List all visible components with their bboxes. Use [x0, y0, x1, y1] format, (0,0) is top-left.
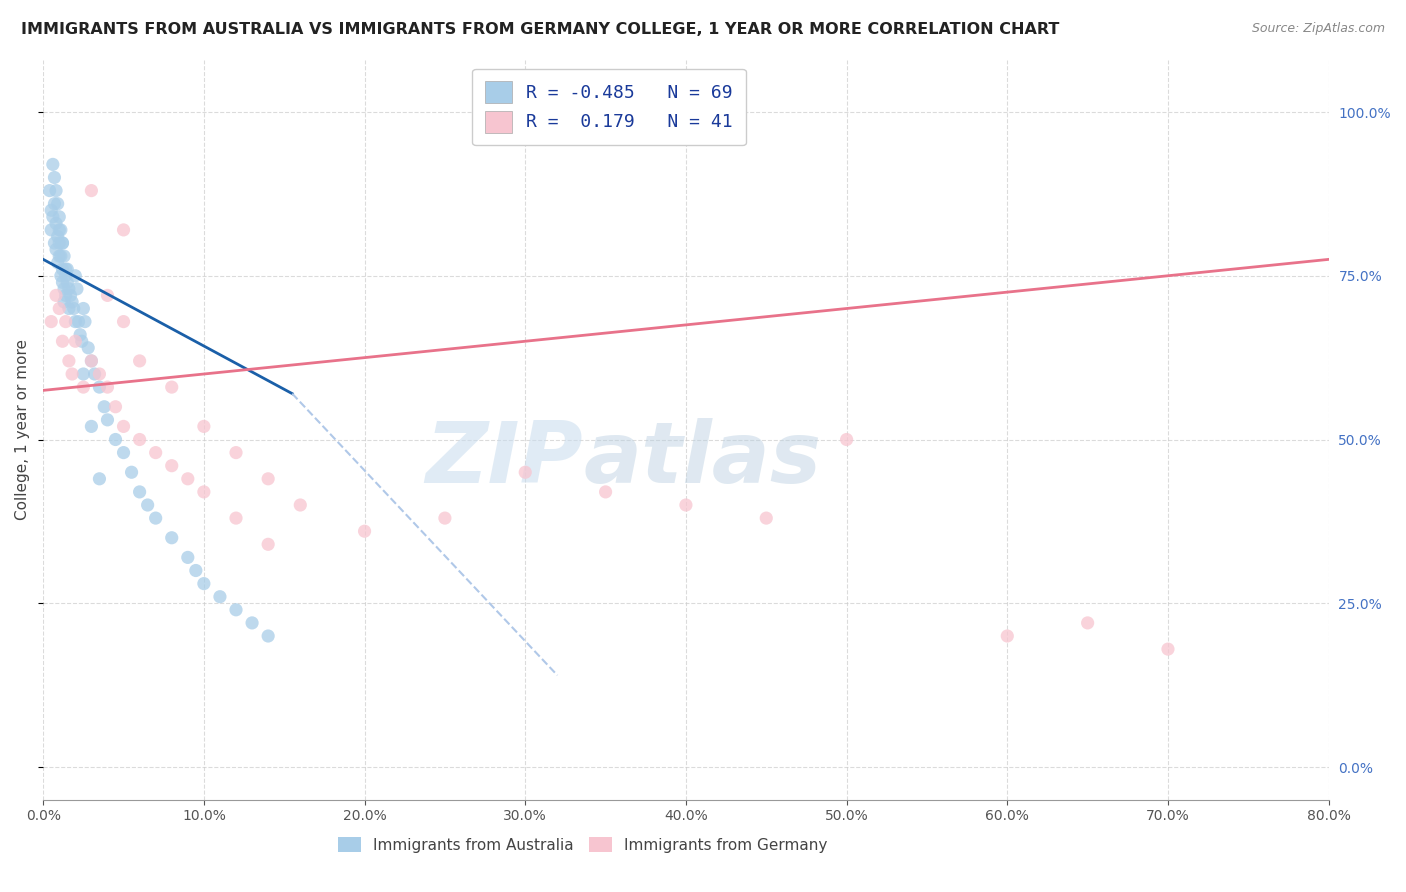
- Point: [121, 465, 143, 479]
- Point: [515, 465, 537, 479]
- Point: [48, 235, 70, 250]
- Point: [59, 288, 82, 302]
- Point: [44, 196, 66, 211]
- Point: [58, 282, 80, 296]
- Point: [72, 301, 94, 316]
- Point: [60, 367, 83, 381]
- Point: [112, 315, 135, 329]
- Point: [58, 301, 80, 316]
- Point: [128, 354, 150, 368]
- Text: atlas: atlas: [583, 417, 821, 500]
- Point: [51, 275, 73, 289]
- Point: [73, 315, 96, 329]
- Point: [60, 295, 83, 310]
- Point: [65, 268, 87, 283]
- Point: [46, 229, 69, 244]
- Point: [48, 301, 70, 316]
- Point: [72, 367, 94, 381]
- Point: [89, 472, 111, 486]
- Point: [62, 301, 84, 316]
- Point: [160, 531, 183, 545]
- Point: [96, 380, 118, 394]
- Point: [55, 288, 77, 302]
- Point: [96, 413, 118, 427]
- Point: [80, 354, 103, 368]
- Point: [433, 511, 456, 525]
- Point: [38, 184, 60, 198]
- Point: [51, 235, 73, 250]
- Point: [66, 282, 89, 296]
- Point: [136, 498, 159, 512]
- Point: [51, 235, 73, 250]
- Point: [145, 445, 167, 459]
- Point: [42, 210, 65, 224]
- Point: [225, 445, 247, 459]
- Point: [53, 249, 76, 263]
- Point: [45, 216, 67, 230]
- Text: IMMIGRANTS FROM AUSTRALIA VS IMMIGRANTS FROM GERMANY COLLEGE, 1 YEAR OR MORE COR: IMMIGRANTS FROM AUSTRALIA VS IMMIGRANTS …: [21, 22, 1060, 37]
- Point: [112, 445, 135, 459]
- Point: [89, 367, 111, 381]
- Point: [65, 334, 87, 349]
- Point: [70, 334, 93, 349]
- Point: [128, 433, 150, 447]
- Point: [67, 315, 90, 329]
- Point: [145, 511, 167, 525]
- Point: [257, 537, 280, 551]
- Point: [225, 603, 247, 617]
- Point: [72, 380, 94, 394]
- Point: [49, 268, 72, 283]
- Point: [51, 334, 73, 349]
- Point: [240, 615, 263, 630]
- Point: [80, 354, 103, 368]
- Point: [58, 354, 80, 368]
- Point: [96, 288, 118, 302]
- Point: [1077, 615, 1099, 630]
- Point: [755, 511, 778, 525]
- Point: [69, 327, 91, 342]
- Point: [49, 249, 72, 263]
- Text: Source: ZipAtlas.com: Source: ZipAtlas.com: [1251, 22, 1385, 36]
- Point: [225, 511, 247, 525]
- Point: [80, 184, 103, 198]
- Point: [49, 223, 72, 237]
- Point: [995, 629, 1018, 643]
- Point: [45, 288, 67, 302]
- Point: [1157, 642, 1180, 657]
- Point: [45, 243, 67, 257]
- Point: [44, 235, 66, 250]
- Point: [835, 433, 858, 447]
- Point: [56, 275, 79, 289]
- Point: [55, 315, 77, 329]
- Point: [160, 458, 183, 473]
- Point: [104, 433, 127, 447]
- Point: [208, 590, 231, 604]
- Point: [104, 400, 127, 414]
- Point: [177, 472, 200, 486]
- Point: [83, 367, 105, 381]
- Point: [128, 484, 150, 499]
- Point: [48, 210, 70, 224]
- Legend: R = -0.485   N = 69, R =  0.179   N = 41: R = -0.485 N = 69, R = 0.179 N = 41: [472, 69, 745, 145]
- Point: [290, 498, 312, 512]
- Point: [44, 170, 66, 185]
- Point: [56, 262, 79, 277]
- Point: [160, 380, 183, 394]
- Point: [193, 419, 215, 434]
- Point: [257, 629, 280, 643]
- Point: [39, 223, 62, 237]
- Point: [89, 380, 111, 394]
- Point: [53, 282, 76, 296]
- Point: [112, 419, 135, 434]
- Point: [45, 184, 67, 198]
- Point: [77, 341, 100, 355]
- Point: [93, 400, 115, 414]
- Point: [39, 203, 62, 218]
- Point: [55, 268, 77, 283]
- Text: ZIP: ZIP: [426, 417, 583, 500]
- Point: [193, 484, 215, 499]
- Point: [80, 419, 103, 434]
- Point: [177, 550, 200, 565]
- Point: [48, 249, 70, 263]
